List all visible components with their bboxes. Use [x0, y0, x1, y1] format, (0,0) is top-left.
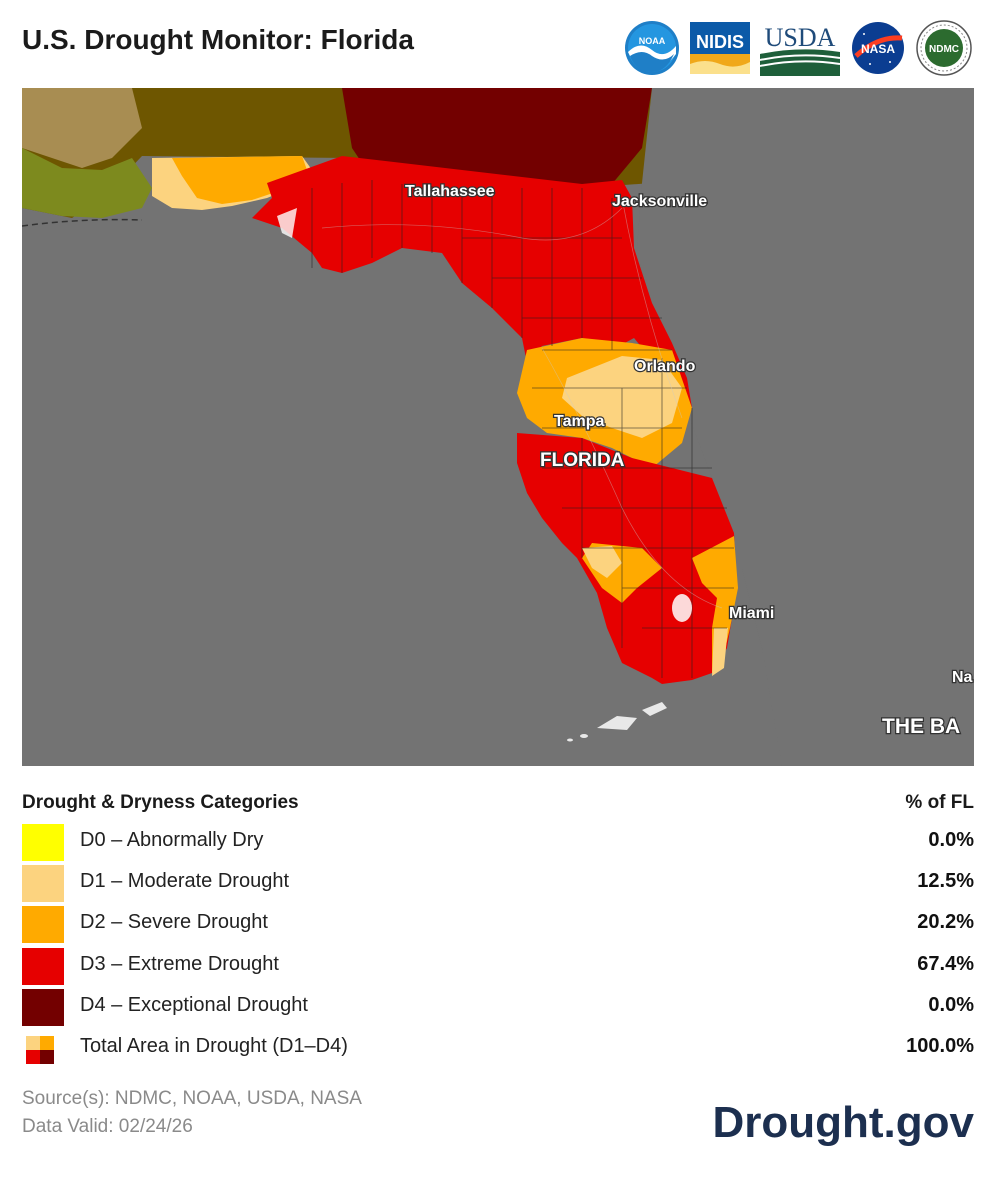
nasa-logo[interactable]: NASA [850, 20, 906, 76]
swatch-d4 [22, 988, 64, 1026]
florida-keys [567, 702, 667, 742]
label-tallahassee: Tallahassee [405, 183, 495, 200]
drought-map[interactable]: Tallahassee Jacksonville Orlando Tampa F… [22, 88, 974, 766]
legend-row-d3: D3 – Extreme Drought 67.4% [22, 946, 974, 987]
state-boundary-line [22, 218, 143, 227]
legend-value: 100.0% [906, 1034, 974, 1057]
legend-label: D1 – Moderate Drought [80, 870, 290, 893]
legend-row-d4: D4 – Exceptional Drought 0.0% [22, 987, 974, 1028]
usda-logo-text: USDA [765, 23, 836, 52]
coastal-bay [277, 208, 297, 238]
swatch-d1 [22, 865, 64, 903]
swatch-d0 [22, 824, 64, 861]
legend-label: D4 – Exceptional Drought [80, 993, 308, 1016]
county-boundaries [311, 180, 734, 678]
map-labels: Tallahassee Jacksonville Orlando Tampa F… [404, 182, 974, 740]
lake-okeechobee [672, 594, 692, 622]
partner-logos: NOAA NIDIS USDA NASA NDMC [624, 18, 972, 78]
legend-row-d1: D1 – Moderate Drought 12.5% [22, 863, 974, 904]
legend-label: Total Area in Drought (D1–D4) [80, 1034, 348, 1057]
roads [321, 197, 723, 609]
label-nassau: Na [952, 669, 973, 686]
ndmc-logo-text: NDMC [929, 44, 959, 55]
neighbor-state-d1-region [22, 88, 142, 168]
page-title: U.S. Drought Monitor: Florida [22, 24, 414, 55]
legend-header: Drought & Dryness Categories % of FL [22, 792, 974, 816]
drought-gov-brand[interactable]: Drought.gov [712, 1098, 974, 1147]
nasa-logo-text: NASA [861, 42, 895, 56]
noaa-logo[interactable]: NOAA [624, 20, 680, 76]
legend: D0 – Abnormally Dry 0.0% D1 – Moderate D… [22, 822, 974, 1069]
noaa-logo-text: NOAA [639, 36, 666, 46]
legend-value: 12.5% [917, 870, 974, 893]
legend-value: 0.0% [928, 829, 974, 851]
swatch-d3 [22, 947, 64, 985]
label-orlando: Orlando [634, 358, 696, 375]
panhandle-d2 [172, 156, 312, 204]
legend-label: D3 – Extreme Drought [80, 952, 279, 975]
label-tampa: Tampa [554, 413, 604, 430]
swatch-total [22, 1035, 58, 1066]
legend-heading: Drought & Dryness Categories [22, 792, 299, 813]
legend-pct-heading: % of FL [905, 792, 974, 813]
label-miami: Miami [729, 605, 774, 622]
legend-label: D2 – Severe Drought [80, 911, 268, 934]
nidis-logo[interactable]: NIDIS [690, 20, 750, 76]
southeast-florida-d1 [712, 628, 728, 676]
source-info: Source(s): NDMC, NOAA, USDA, NASA Data V… [22, 1085, 362, 1141]
map-canvas: Tallahassee Jacksonville Orlando Tampa F… [22, 88, 974, 766]
ndmc-logo[interactable]: NDMC [916, 20, 972, 76]
legend-row-d0: D0 – Abnormally Dry 0.0% [22, 822, 974, 863]
legend-label: D0 – Abnormally Dry [80, 829, 264, 851]
label-bahamas: THE BA [882, 715, 960, 738]
legend-value: 67.4% [917, 952, 974, 975]
swatch-d2 [22, 906, 64, 944]
legend-row-total: Total Area in Drought (D1–D4) 100.0% [22, 1028, 974, 1069]
data-valid-text: Data Valid: 02/24/26 [22, 1116, 193, 1137]
southwest-florida-d1 [582, 546, 622, 578]
usda-logo[interactable]: USDA [760, 20, 840, 76]
nidis-logo-text: NIDIS [696, 32, 744, 52]
legend-value: 20.2% [917, 911, 974, 934]
legend-value: 0.0% [928, 993, 974, 1016]
neighbor-state-green-region [22, 148, 152, 218]
label-jacksonville: Jacksonville [612, 193, 707, 210]
label-florida: FLORIDA [540, 450, 625, 471]
atlantic-water [637, 88, 974, 766]
legend-row-d2: D2 – Severe Drought 20.2% [22, 904, 974, 945]
source-text: Source(s): NDMC, NOAA, USDA, NASA [22, 1088, 362, 1109]
